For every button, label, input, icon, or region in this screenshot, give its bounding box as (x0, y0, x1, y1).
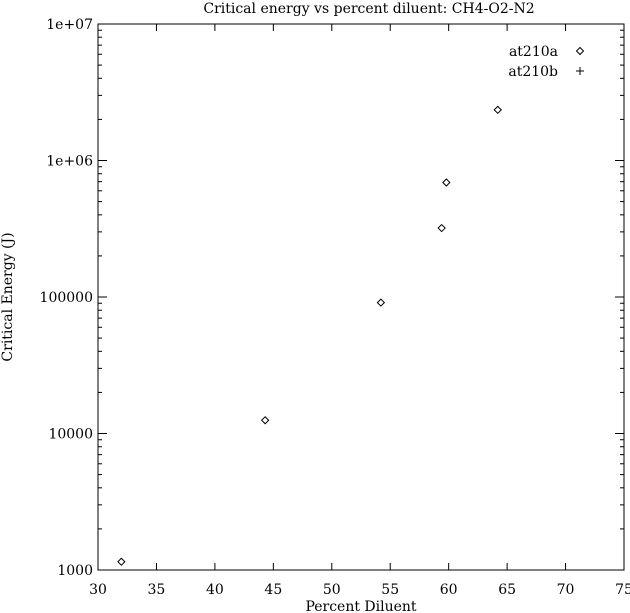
legend-marker (575, 46, 585, 56)
data-point (437, 223, 446, 233)
y-tick-label: 1000 (57, 563, 93, 579)
y-tick-label: 10000 (48, 427, 93, 443)
y-axis-label: Critical Energy (J) (0, 232, 16, 361)
chart-title: Critical energy vs percent diluent: CH4-… (203, 1, 534, 17)
data-point (376, 298, 386, 307)
legend-label: at210b (508, 64, 558, 80)
x-tick-label: 75 (615, 582, 630, 598)
x-axis: 30 35 40 45 50 55 60 65 70 75 (89, 24, 630, 598)
y-tick-label: 100000 (40, 290, 93, 306)
y-tick-label: 1e+07 (46, 17, 93, 33)
data-point (442, 178, 451, 187)
data-point (117, 557, 126, 566)
x-axis-label: Percent Diluent (305, 599, 416, 613)
x-tick-label: 40 (206, 582, 224, 598)
x-tick-label: 70 (557, 582, 575, 598)
legend-marker (576, 67, 584, 75)
x-tick-label: 60 (440, 582, 458, 598)
x-tick-label: 50 (323, 582, 341, 598)
y-tick-label: 1e+06 (46, 154, 93, 170)
data-point (493, 105, 502, 115)
x-tick-label: 35 (148, 582, 166, 598)
y-axis: 1000 10000 100000 1e+06 1e+07 (40, 17, 624, 579)
plot-area-frame (97, 23, 625, 571)
legend: at210a at210b (508, 44, 585, 80)
x-tick-label: 30 (89, 582, 107, 598)
x-tick-label: 55 (381, 582, 399, 598)
data-point (260, 416, 270, 425)
legend-label: at210a (509, 44, 558, 60)
x-tick-label: 65 (498, 582, 516, 598)
x-tick-label: 45 (264, 582, 282, 598)
data-points (117, 105, 502, 566)
